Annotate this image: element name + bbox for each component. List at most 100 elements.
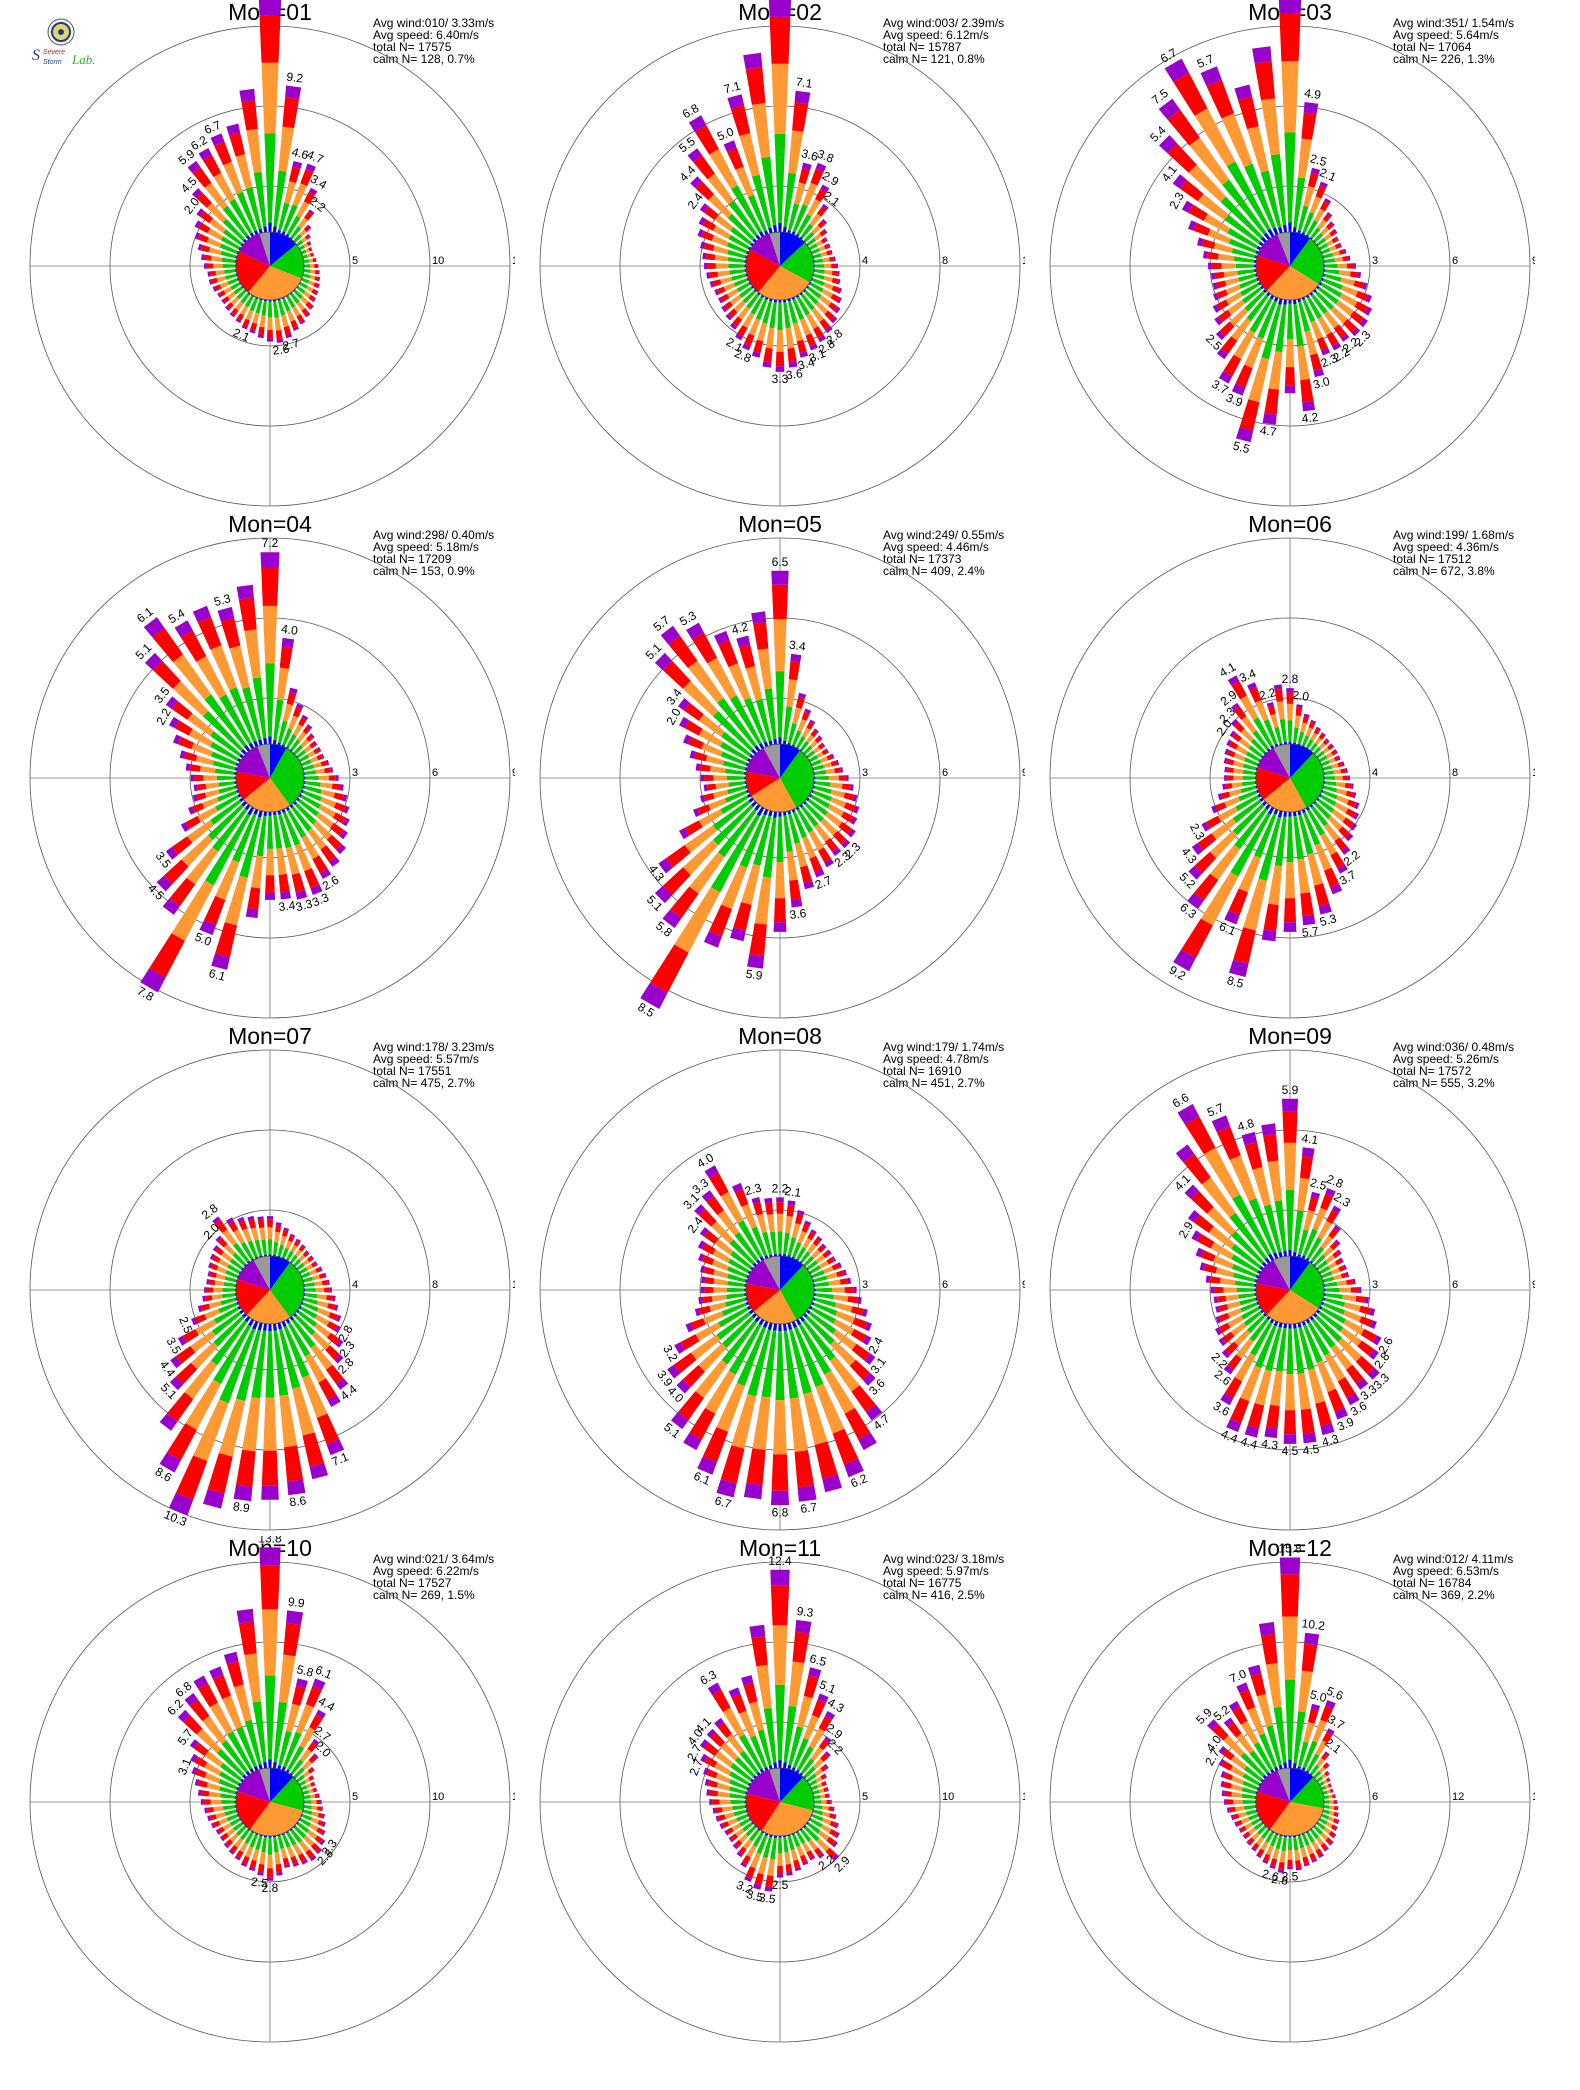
bar-segment — [689, 852, 725, 894]
bar-segment — [746, 277, 750, 281]
bar-segment — [1270, 154, 1287, 226]
bar-segment — [720, 1445, 745, 1484]
bar-segment — [830, 789, 845, 798]
bar-segment — [1241, 1306, 1260, 1320]
bar-segment — [809, 740, 818, 749]
bar-value-label: 3.6 — [789, 906, 808, 922]
bar-segment — [1333, 324, 1347, 338]
bar-segment — [800, 741, 809, 752]
bar-segment — [1240, 1720, 1259, 1745]
bar-segment — [250, 1258, 255, 1262]
bar-segment — [293, 1825, 297, 1829]
bar-segment — [755, 298, 768, 320]
stat-line: Avg wind:249/ 0.55m/s — [883, 528, 1004, 542]
direction-bar — [169, 716, 242, 763]
bar-segment — [714, 214, 734, 231]
direction-bar — [1324, 1800, 1338, 1804]
bar-segment — [1310, 167, 1321, 175]
bar-segment — [764, 230, 769, 236]
bar-segment — [709, 1799, 713, 1805]
direction-bar — [226, 123, 263, 234]
direction-bar — [706, 1789, 747, 1799]
bar-segment — [222, 1805, 236, 1811]
bar-segment — [1217, 1295, 1227, 1303]
bar-segment — [1329, 245, 1337, 252]
bar-segment — [814, 1800, 822, 1804]
bar-segment — [208, 1791, 221, 1798]
stat-line: Avg wind:023/ 3.18m/s — [883, 1552, 1004, 1566]
direction-bar — [1305, 806, 1348, 874]
bar-segment — [1247, 1664, 1262, 1676]
bar-segment — [1350, 310, 1364, 324]
bar-segment — [1306, 1844, 1314, 1855]
bar-segment — [293, 234, 302, 243]
bar-segment — [739, 1710, 756, 1738]
bar-segment — [732, 1805, 746, 1811]
bar-segment — [1295, 707, 1303, 717]
bar-segment — [203, 1799, 211, 1805]
bar-segment — [1222, 1748, 1235, 1761]
bar-segment — [748, 281, 752, 285]
bar-segment — [716, 1782, 731, 1791]
bar-segment — [1286, 303, 1294, 340]
bar-segment — [315, 812, 334, 829]
bar-value-label: 3.5 — [745, 1887, 765, 1905]
direction-bar — [304, 264, 319, 268]
direction-bar — [190, 1753, 242, 1787]
bar-segment — [244, 295, 254, 308]
bar-segment — [727, 775, 745, 781]
bar-segment — [807, 1822, 821, 1834]
bar-segment — [1334, 775, 1343, 781]
bar-segment — [314, 290, 319, 296]
bar-segment — [710, 1732, 725, 1747]
bar-segment — [156, 875, 173, 892]
direction-bar — [1322, 1271, 1350, 1283]
bar-segment — [769, 16, 791, 64]
bar-segment — [209, 270, 217, 277]
bar-segment — [712, 1259, 729, 1271]
bar-segment — [844, 1458, 864, 1478]
bar-segment — [702, 252, 707, 260]
direction-bar — [1214, 285, 1264, 326]
bar-segment — [303, 1809, 313, 1815]
bar-value-label: 3.4 — [788, 638, 807, 654]
bar-segment — [773, 299, 777, 303]
bar-segment — [299, 1267, 308, 1274]
bar-segment — [704, 1742, 719, 1756]
bar-segment — [1257, 1848, 1265, 1856]
bar-segment — [1233, 721, 1245, 733]
direction-bar — [709, 273, 748, 288]
bar-segment — [328, 1312, 339, 1321]
bar-segment — [1306, 296, 1322, 319]
bar-segment — [1203, 213, 1231, 234]
bar-segment — [704, 1230, 719, 1244]
bar-segment — [281, 1832, 285, 1836]
bar-segment — [267, 1219, 273, 1228]
bar-segment — [303, 242, 309, 248]
bar-segment — [223, 1651, 239, 1665]
bar-segment — [832, 1841, 838, 1848]
bar-segment — [694, 1308, 701, 1317]
bar-segment — [697, 804, 711, 815]
bar-segment — [1167, 109, 1200, 146]
bar-segment — [163, 859, 189, 885]
pie-slice — [769, 232, 780, 266]
bar-segment — [703, 793, 715, 802]
bar-segment — [692, 632, 718, 664]
bar-segment — [810, 1229, 817, 1235]
bar-segment — [191, 1766, 198, 1775]
bar-segment — [1284, 132, 1296, 223]
bar-segment — [750, 1735, 768, 1768]
bar-segment — [144, 652, 163, 671]
bar-segment — [248, 742, 255, 750]
bar-segment — [772, 1625, 788, 1685]
bar-segment — [267, 1227, 273, 1240]
bar-segment — [252, 312, 260, 324]
stat-line: Avg wind:036/ 0.48m/s — [1393, 1040, 1514, 1054]
direction-bar — [704, 1165, 765, 1262]
bar-segment — [326, 1364, 344, 1385]
bar-segment — [303, 273, 311, 279]
bar-segment — [1188, 865, 1203, 880]
bar-segment — [808, 281, 812, 285]
bar-segment — [190, 1753, 198, 1763]
